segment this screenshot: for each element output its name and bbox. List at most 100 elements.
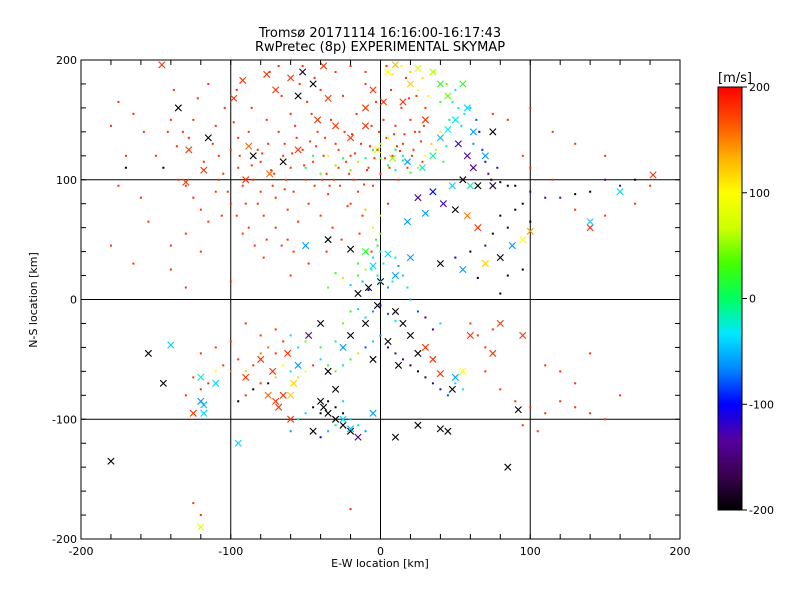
data-point-x (354, 433, 362, 441)
data-point-dot (282, 364, 285, 367)
data-point-dot (469, 322, 472, 325)
data-point-x (448, 182, 456, 190)
data-point-dot (235, 88, 238, 91)
data-point-x (399, 319, 407, 328)
data-point-x (324, 236, 332, 244)
data-point-x (414, 349, 422, 357)
data-point-dot (349, 284, 352, 287)
data-point-dot (386, 286, 389, 289)
data-point-dot (386, 202, 389, 205)
data-point-x (239, 76, 247, 84)
data-point-dot (319, 88, 322, 91)
axis-ticks: -200 -100 0 100 200 -200 -100 0 100 200 (52, 54, 690, 558)
data-point-dot (291, 152, 294, 155)
data-point-dot (461, 388, 464, 391)
data-point-x (279, 391, 287, 399)
data-point-x (182, 178, 190, 186)
data-point-dot (301, 148, 304, 151)
data-point-dot (324, 136, 327, 139)
data-point-x (391, 271, 400, 280)
data-point-dot (406, 166, 409, 169)
data-point-dot (363, 183, 366, 186)
data-point-dot (309, 140, 312, 143)
data-point-dot (634, 202, 637, 205)
data-point-x (388, 154, 397, 162)
data-point-dot (192, 376, 195, 379)
data-point-x (317, 319, 325, 328)
data-point-x (649, 171, 657, 179)
data-point-x (451, 373, 459, 381)
data-point-dot (415, 94, 418, 97)
data-point-x (317, 397, 325, 405)
data-point-dot (274, 196, 277, 199)
data-point-dot (431, 382, 434, 385)
data-point-dot (382, 118, 385, 121)
data-point-dot (391, 280, 394, 283)
data-point-dot (259, 160, 262, 163)
data-point-dot (214, 370, 217, 373)
data-point-dot (375, 100, 378, 103)
data-point-dot (589, 412, 592, 415)
data-point-dot (325, 250, 328, 253)
data-point-dot (391, 154, 394, 157)
data-point-dot (349, 418, 352, 421)
data-point-x (418, 164, 427, 172)
data-point-dot (169, 268, 172, 271)
data-point-dot (154, 154, 157, 157)
data-point-x (463, 212, 471, 220)
data-point-dot (319, 346, 322, 349)
data-point-dot (372, 148, 375, 151)
data-point-dot (211, 142, 214, 145)
data-point-dot (406, 286, 409, 289)
data-point-dot (334, 340, 337, 343)
data-point-dot (514, 400, 517, 403)
data-point-dot (357, 274, 360, 277)
data-point-dot (544, 412, 547, 415)
data-point-x (369, 409, 377, 417)
data-point-dot (307, 262, 310, 265)
data-point-x (331, 122, 340, 130)
data-point-dot (619, 184, 622, 187)
data-point-dot (401, 274, 404, 277)
data-point-dot (271, 184, 274, 187)
data-point-dot (265, 238, 268, 241)
data-point-x (346, 331, 355, 340)
data-point-dot (409, 298, 412, 301)
data-point-x (339, 421, 347, 429)
data-point-dot (312, 160, 315, 163)
chart-subtitle: RwPretec (8p) EXPERIMENTAL SKYMAP (255, 40, 505, 55)
data-point-x (174, 104, 182, 112)
data-point-x (436, 370, 444, 378)
data-point-dot (289, 274, 292, 277)
data-point-dot (379, 232, 382, 235)
data-point-dot (342, 412, 345, 415)
data-point-dot (434, 148, 437, 151)
data-point-dot (286, 208, 289, 211)
data-point-dot (280, 94, 283, 97)
data-point-dot (424, 106, 427, 109)
data-point-x (346, 245, 355, 253)
data-point-dot (499, 214, 502, 217)
data-point-dot (421, 76, 424, 79)
data-point-dot (313, 76, 316, 79)
data-point-x (275, 403, 283, 411)
data-point-dot (401, 358, 404, 361)
data-point-dot (340, 238, 343, 241)
data-point-dot (357, 352, 360, 355)
data-point-dot (427, 94, 430, 97)
data-point-x (369, 86, 377, 94)
data-point-dot (386, 346, 389, 349)
data-point-dot (342, 276, 345, 279)
data-point-dot (604, 178, 607, 181)
data-point-dot (404, 76, 407, 79)
data-point-x (616, 188, 624, 196)
data-point-x (361, 122, 370, 130)
data-point-dot (252, 388, 255, 391)
data-point-x (200, 166, 208, 174)
data-point-dot (416, 166, 419, 169)
data-point-dot (268, 70, 271, 73)
data-point-dot (409, 171, 412, 174)
data-point-dot (196, 97, 199, 100)
data-point-x (429, 188, 437, 196)
data-point-x (302, 242, 310, 250)
